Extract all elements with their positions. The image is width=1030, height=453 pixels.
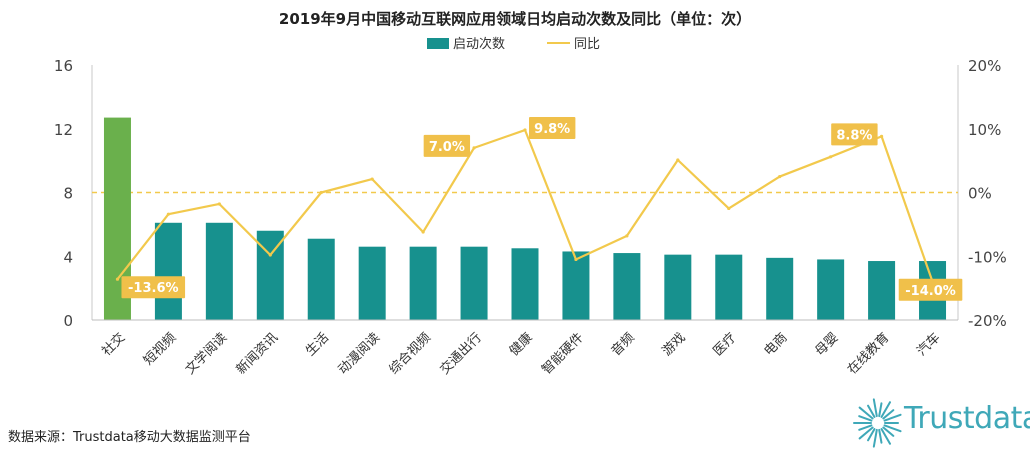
trustdata-logo: Trustdata: [852, 393, 1030, 449]
bar: [613, 253, 641, 320]
y-right-tick-label: -20%: [968, 312, 1007, 330]
bar: [817, 259, 845, 320]
sunburst-ray: [880, 401, 891, 418]
x-tick-label: 电商: [762, 330, 791, 359]
bar: [664, 254, 692, 320]
x-tick-label: 动漫阅读: [336, 330, 383, 377]
sunburst-ray: [882, 426, 895, 437]
legend-label-bar: 启动次数: [453, 36, 505, 52]
yoy-point: [523, 128, 527, 132]
x-tick-label: 社交: [99, 330, 129, 360]
yoy-point: [115, 277, 120, 281]
logo-text: Trustdata: [904, 401, 1030, 436]
bar: [562, 251, 590, 320]
x-tick-label: 母婴: [812, 330, 841, 359]
bar: [715, 254, 743, 320]
yoy-point: [676, 158, 680, 162]
yoy-point: [217, 202, 221, 206]
bar: [868, 261, 896, 320]
x-tick-label: 文学阅读: [182, 330, 230, 378]
bar: [205, 222, 233, 320]
callout-label: -14.0%: [905, 284, 956, 299]
x-tick-label: 交通出行: [437, 330, 485, 378]
callout-label: 7.0%: [429, 140, 465, 155]
bar: [307, 238, 335, 320]
chart-title: 2019年9月中国移动互联网应用领域日均启动次数及同比（单位：次）: [279, 10, 751, 28]
x-tick-label: 汽车: [914, 330, 944, 360]
callout-label: 9.8%: [534, 122, 570, 137]
sunburst-ray: [872, 428, 878, 448]
y-right-tick-label: -10%: [968, 248, 1007, 266]
legend-label-line: 同比: [574, 37, 600, 52]
source-note: 数据来源：Trustdata移动大数据监测平台: [8, 430, 251, 445]
bar: [511, 248, 539, 320]
sunburst-ray: [883, 413, 902, 422]
yoy-point: [472, 146, 476, 150]
sunburst-ray: [880, 428, 891, 445]
sunburst-ray: [867, 404, 876, 418]
sunburst-ray: [867, 428, 876, 442]
sunburst-ray: [872, 398, 878, 418]
y-left-tick-label: 16: [54, 57, 73, 75]
sunburst-ray: [883, 424, 902, 433]
y-right-tick-label: 10%: [968, 121, 1001, 139]
y-right-tick-label: 20%: [968, 57, 1001, 75]
sunburst-ray: [858, 406, 874, 420]
yoy-point: [879, 134, 884, 138]
bar: [358, 246, 386, 320]
sunburst-ray: [878, 428, 883, 444]
x-tick-label: 短视频: [141, 330, 179, 368]
y-right-tick-label: 0%: [968, 185, 992, 203]
legend-swatch-bar: [427, 38, 449, 49]
sunburst-ray: [858, 415, 873, 422]
yoy-point: [829, 155, 833, 159]
x-tick-label: 生活: [303, 330, 332, 359]
x-tick-label: 音频: [608, 330, 638, 360]
yoy-point: [166, 212, 171, 216]
yoy-point: [574, 257, 578, 262]
yoy-point: [421, 230, 425, 234]
sunburst-ray: [858, 424, 873, 431]
bar: [154, 222, 182, 320]
yoy-point: [625, 234, 629, 238]
bar: [766, 257, 794, 320]
y-left-tick-label: 8: [63, 185, 73, 203]
x-tick-label: 游戏: [660, 330, 689, 359]
callout-label: -13.6%: [128, 281, 179, 296]
y-left-tick-label: 12: [54, 121, 73, 139]
sunburst-ray: [858, 426, 874, 440]
yoy-point: [268, 253, 272, 257]
callout-box: [831, 123, 878, 146]
x-tick-label: 综合视频: [387, 330, 434, 377]
x-tick-label: 新闻资讯: [233, 330, 281, 378]
callout-label: 8.8%: [836, 128, 872, 143]
callout-box: [898, 278, 963, 301]
sunburst-icon: [853, 398, 902, 448]
yoy-point: [727, 206, 731, 211]
x-tick-label: 在线教育: [844, 330, 892, 378]
callout-box: [529, 117, 576, 140]
bar: [460, 246, 488, 320]
x-tick-label: 健康: [506, 330, 536, 360]
sunburst-ray: [882, 409, 895, 420]
callout-box: [423, 134, 471, 157]
yoy-point: [778, 174, 782, 179]
bar: [409, 246, 437, 320]
sunburst-ray: [878, 402, 883, 418]
yoy-point: [370, 177, 374, 181]
x-tick-label: 医疗: [711, 330, 740, 359]
callout-box: [121, 276, 186, 299]
y-left-tick-label: 4: [63, 248, 73, 266]
yoy-point: [319, 190, 323, 195]
y-left-tick-label: 0: [63, 312, 73, 330]
x-tick-label: 智能硬件: [539, 330, 586, 377]
